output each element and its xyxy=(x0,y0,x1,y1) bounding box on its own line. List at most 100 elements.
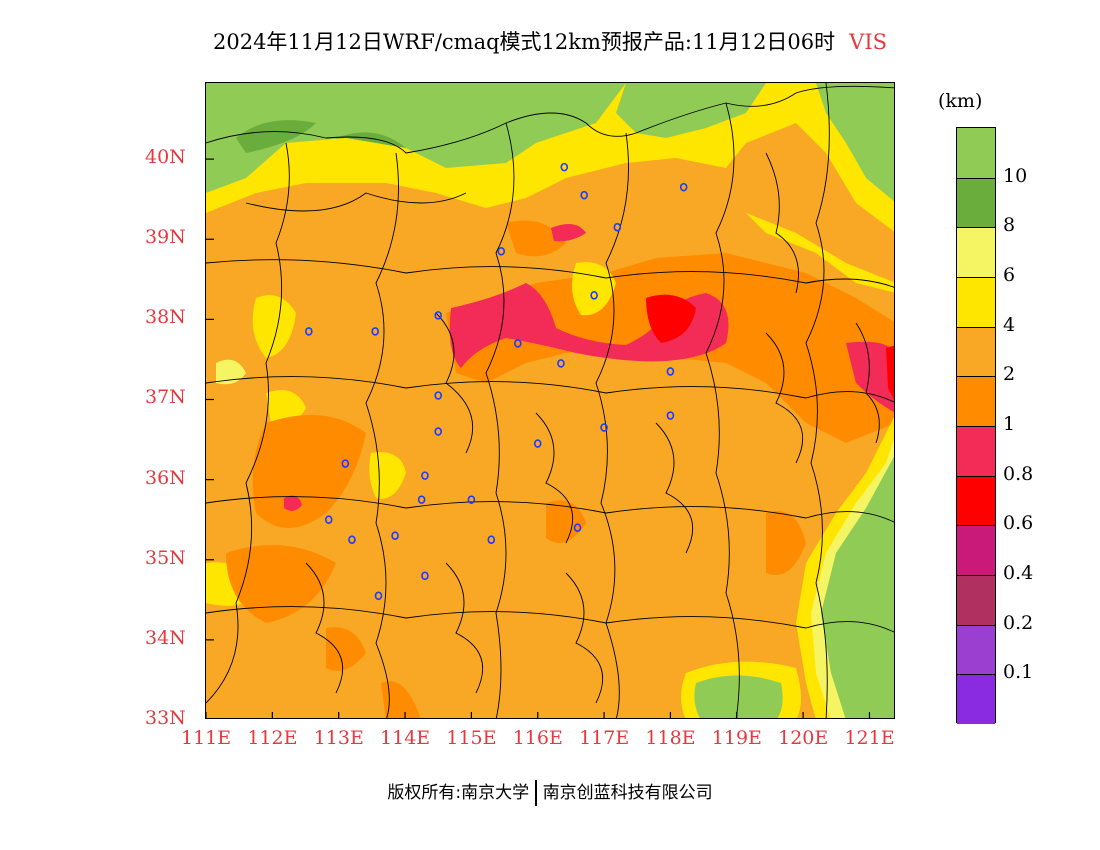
legend-label: 0.6 xyxy=(1003,512,1034,535)
city-marker xyxy=(497,246,506,256)
legend-bin xyxy=(957,575,995,625)
legend-label: 1 xyxy=(1003,413,1016,435)
y-tick-label: 40N xyxy=(145,146,186,169)
x-tick-label: 112E xyxy=(247,727,298,749)
forecast-map xyxy=(205,82,895,719)
field-orange-s2 xyxy=(381,681,421,718)
field-yellow-ring xyxy=(572,262,616,316)
legend-separator xyxy=(957,674,995,676)
city-marker xyxy=(374,591,383,601)
map-title: 2024年11月12日WRF/cmaq模式12km预报产品:11月12日06时 V… xyxy=(0,26,1100,56)
field-yellow-w2 xyxy=(266,390,306,424)
y-tick-label: 33N xyxy=(145,707,186,729)
variable-label: VIS xyxy=(849,30,888,54)
footer-left: 版权所有:南京大学 xyxy=(387,783,530,803)
legend-label: 4 xyxy=(1003,313,1016,336)
field-orange-sw xyxy=(226,545,336,623)
field-green-ne xyxy=(816,83,894,202)
footer-divider xyxy=(535,780,537,806)
city-marker xyxy=(391,531,399,541)
field-green-n xyxy=(616,83,766,138)
field-red-w xyxy=(284,495,302,511)
city-marker xyxy=(305,327,313,336)
legend-label: 8 xyxy=(1003,214,1016,237)
legend-label: 0.1 xyxy=(1003,661,1034,684)
city-marker xyxy=(434,391,443,400)
city-marker xyxy=(600,423,608,432)
x-tick-label: 116E xyxy=(512,727,563,749)
field-green-se xyxy=(821,456,894,718)
x-tick-label: 120E xyxy=(778,727,829,749)
legend-bin xyxy=(957,376,995,426)
city-marker xyxy=(514,339,522,348)
field-darkgreen-nw xyxy=(236,120,316,153)
city-marker xyxy=(421,571,429,581)
y-tick-label: 35N xyxy=(145,546,186,569)
city-marker xyxy=(666,411,675,420)
legend-bin xyxy=(957,177,995,228)
legend-separator xyxy=(957,525,995,527)
field-darkred-core xyxy=(646,294,696,343)
city-marker xyxy=(533,439,542,448)
legend-bin xyxy=(957,624,995,675)
copyright-footer: 版权所有:南京大学 南京创蓝科技有限公司 xyxy=(0,778,1100,806)
x-tick-label: 115E xyxy=(446,727,497,749)
field-red-n xyxy=(551,224,586,242)
field-orange-north xyxy=(206,123,894,283)
city-marker xyxy=(679,182,688,192)
city-marker xyxy=(580,190,588,200)
legend-separator xyxy=(957,326,995,328)
city-marker xyxy=(348,535,356,545)
field-orange-se xyxy=(766,511,806,575)
legend-separator xyxy=(957,227,995,229)
city-marker xyxy=(467,495,476,504)
legend-label: 2 xyxy=(1003,363,1016,386)
legend-unit: (km) xyxy=(938,90,983,112)
legend-separator xyxy=(957,177,995,179)
legend-label: 0.8 xyxy=(1003,462,1034,485)
field-orange-n2 xyxy=(506,220,566,257)
field-yellow-w1 xyxy=(252,295,296,358)
city-marker xyxy=(324,515,333,524)
y-tick-label: 37N xyxy=(145,386,186,409)
x-tick-label: 117E xyxy=(579,727,630,749)
field-red-east xyxy=(846,341,894,412)
legend-bin xyxy=(957,525,995,575)
legend-bin xyxy=(957,426,995,476)
city-markers xyxy=(305,162,688,601)
x-tick-label: 121E xyxy=(844,727,895,749)
y-tick-label: 38N xyxy=(145,306,186,329)
city-marker xyxy=(666,367,675,376)
x-tick-label: 118E xyxy=(645,727,696,749)
y-tick-label: 36N xyxy=(145,466,186,489)
legend-separator xyxy=(957,575,995,576)
visibility-field xyxy=(206,83,894,718)
legend-label: 0.4 xyxy=(1003,562,1034,584)
legend-colorbar xyxy=(956,127,996,724)
field-darkred-east xyxy=(886,345,894,400)
city-marker xyxy=(560,162,569,172)
legend-bin xyxy=(957,128,995,178)
x-tick-label: 119E xyxy=(711,727,762,749)
legend-separator xyxy=(957,426,995,427)
title-text: 2024年11月12日WRF/cmaq模式12km预报产品:11月12日06时 xyxy=(212,30,836,54)
admin-boundaries xyxy=(206,83,894,718)
city-marker xyxy=(341,459,350,468)
legend-separator xyxy=(957,475,995,477)
legend-label: 0.2 xyxy=(1003,611,1034,634)
city-marker xyxy=(557,359,565,368)
legend-separator xyxy=(957,277,995,278)
field-green-nw xyxy=(206,83,626,193)
legend-bin xyxy=(957,326,995,377)
city-marker xyxy=(371,327,379,336)
city-marker xyxy=(417,495,426,504)
city-marker xyxy=(434,427,443,436)
legend-bin xyxy=(957,674,995,724)
legend-bin xyxy=(957,475,995,526)
city-marker xyxy=(421,471,429,480)
city-marker xyxy=(590,291,598,300)
y-tick-label: 34N xyxy=(145,626,186,649)
city-marker xyxy=(573,523,582,532)
field-orange-s1 xyxy=(326,627,366,671)
legend-bin xyxy=(957,277,995,327)
